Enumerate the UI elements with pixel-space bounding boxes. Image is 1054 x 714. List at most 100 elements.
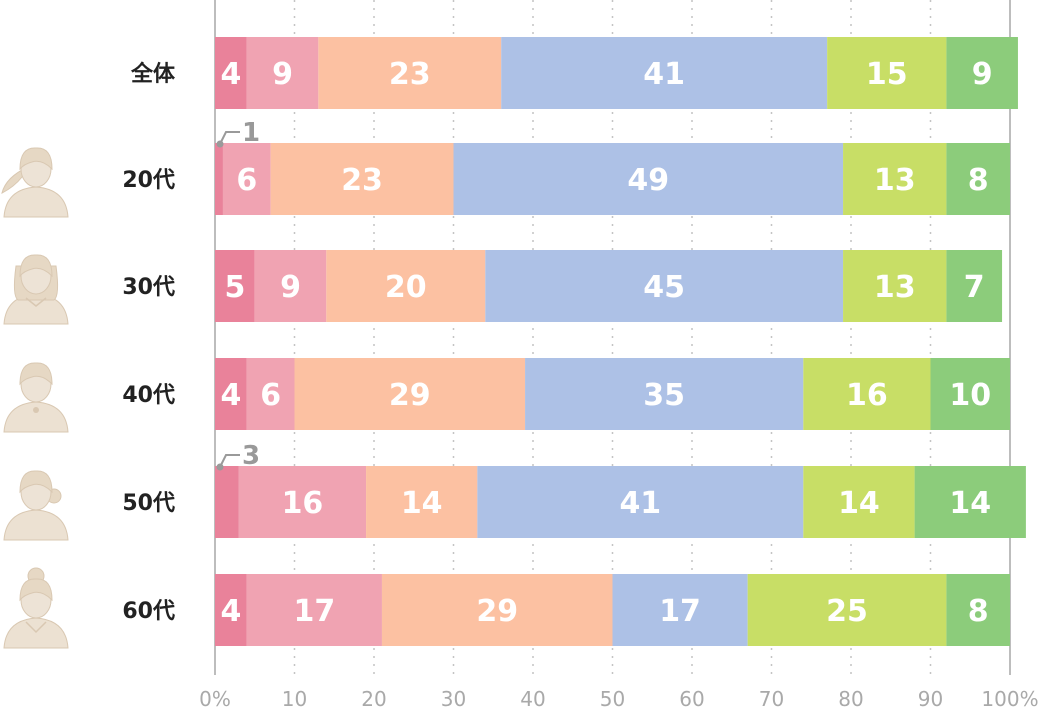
- bar-segment: [270, 143, 454, 215]
- bar-value-label: 8: [968, 163, 989, 198]
- bar-value-label: 14: [838, 486, 880, 521]
- bar-segment: [827, 37, 947, 109]
- bar-segment: [246, 574, 382, 646]
- bar-value-label: 17: [294, 594, 336, 629]
- callout: 3: [216, 441, 260, 471]
- bar-value-label: 7: [964, 270, 985, 305]
- row-label: 50代: [122, 491, 175, 516]
- bar-segment: [246, 37, 319, 109]
- bar-value-label: 8: [968, 594, 989, 629]
- callout-label: 3: [242, 441, 260, 471]
- bar-segment: [215, 37, 247, 109]
- bar-segment: [946, 574, 1010, 646]
- bar-value-label: 35: [643, 378, 685, 413]
- bar-value-label: 15: [866, 57, 908, 92]
- grid-lines: [214, 0, 1011, 675]
- bar-value-label: 6: [260, 378, 281, 413]
- bar-segment: [381, 574, 613, 646]
- woman-bun-icon: [3, 567, 69, 649]
- bar-value-label: 16: [846, 378, 888, 413]
- bar-segment: [914, 466, 1026, 538]
- bar-segment: [238, 466, 367, 538]
- bar-segment: [946, 143, 1010, 215]
- bar-value-label: 4: [220, 378, 241, 413]
- bar-segment: [254, 250, 327, 322]
- x-tick-label: 50: [600, 687, 625, 711]
- x-tick-label: 100%: [981, 687, 1038, 711]
- bar-segment: [318, 37, 502, 109]
- x-tick-label: 10: [282, 687, 307, 711]
- bar-segment: [294, 358, 526, 430]
- bar-segment: [477, 466, 804, 538]
- bar-segment: [215, 143, 223, 215]
- bar-value-label: 41: [619, 486, 661, 521]
- bar-value-label: 9: [280, 270, 301, 305]
- x-tick-label: 90: [918, 687, 943, 711]
- bar-value-label: 23: [341, 163, 383, 198]
- row-label: 全体: [130, 61, 176, 87]
- bar-value-label: 9: [972, 57, 993, 92]
- bar-segment: [485, 250, 844, 322]
- bar-segment: [215, 466, 239, 538]
- bar-segment: [215, 574, 247, 646]
- callouts: 13: [216, 118, 260, 471]
- bar-segment: [326, 250, 486, 322]
- callout-label: 1: [242, 118, 260, 148]
- bar-value-label: 16: [282, 486, 324, 521]
- row-label: 30代: [122, 275, 175, 300]
- bar-segment: [215, 250, 255, 322]
- woman-short-hair-icon: [3, 362, 69, 433]
- bar-segment: [453, 143, 844, 215]
- row-label: 60代: [122, 599, 175, 624]
- bar-value-label: 45: [643, 270, 685, 305]
- bar-value-label: 25: [826, 594, 868, 629]
- bar-value-label: 20: [385, 270, 427, 305]
- row-labels: 全体 20代 30代 40代 50代 60代: [122, 61, 176, 624]
- row-icons: [1, 147, 69, 649]
- x-tick-label: 70: [759, 687, 784, 711]
- x-tick-label: 60: [679, 687, 704, 711]
- bar-value-label: 14: [949, 486, 991, 521]
- row-label: 20代: [122, 168, 175, 193]
- bar-segment: [946, 250, 1003, 322]
- bar-value-label: 29: [389, 378, 431, 413]
- x-tick-label: 30: [441, 687, 466, 711]
- bar-segment: [843, 143, 947, 215]
- bar-value-label: 5: [224, 270, 245, 305]
- bar-segment: [803, 466, 915, 538]
- bar-segment: [246, 358, 295, 430]
- bar-segment: [525, 358, 804, 430]
- bar-value-label: 4: [220, 594, 241, 629]
- bar-segment: [612, 574, 748, 646]
- bar-value-label: 13: [874, 163, 916, 198]
- bar-value-label: 13: [874, 270, 916, 305]
- callout: 1: [216, 118, 260, 148]
- callout-leader: [219, 454, 240, 468]
- bar-segment: [222, 143, 271, 215]
- x-tick-label: 80: [838, 687, 863, 711]
- bar-segment: [747, 574, 947, 646]
- bar-segment: [501, 37, 828, 109]
- woman-long-hair-icon: [3, 254, 69, 325]
- bar-value-label: 49: [627, 163, 669, 198]
- bar-value-label: 9: [272, 57, 293, 92]
- x-axis-ticks: 0% 10 20 30 40 50 60 70 80 90 100%: [199, 687, 1038, 711]
- bar-value-label: 41: [643, 57, 685, 92]
- bar-value-label: 23: [389, 57, 431, 92]
- bar-value-label: 6: [236, 163, 257, 198]
- bar-segment: [843, 250, 947, 322]
- callout-leader: [219, 131, 240, 145]
- bar-segment: [803, 358, 931, 430]
- bar-segment: [215, 358, 247, 430]
- x-tick-label: 0%: [199, 687, 231, 711]
- woman-hair-side-icon: [1, 147, 69, 218]
- bar-segment: [366, 466, 478, 538]
- x-tick-label: 40: [520, 687, 545, 711]
- bar-value-label: 10: [949, 378, 991, 413]
- bar-segment: [930, 358, 1010, 430]
- bar-value-label: 4: [220, 57, 241, 92]
- bar-value-label: 29: [476, 594, 518, 629]
- bar-value-label: 14: [401, 486, 443, 521]
